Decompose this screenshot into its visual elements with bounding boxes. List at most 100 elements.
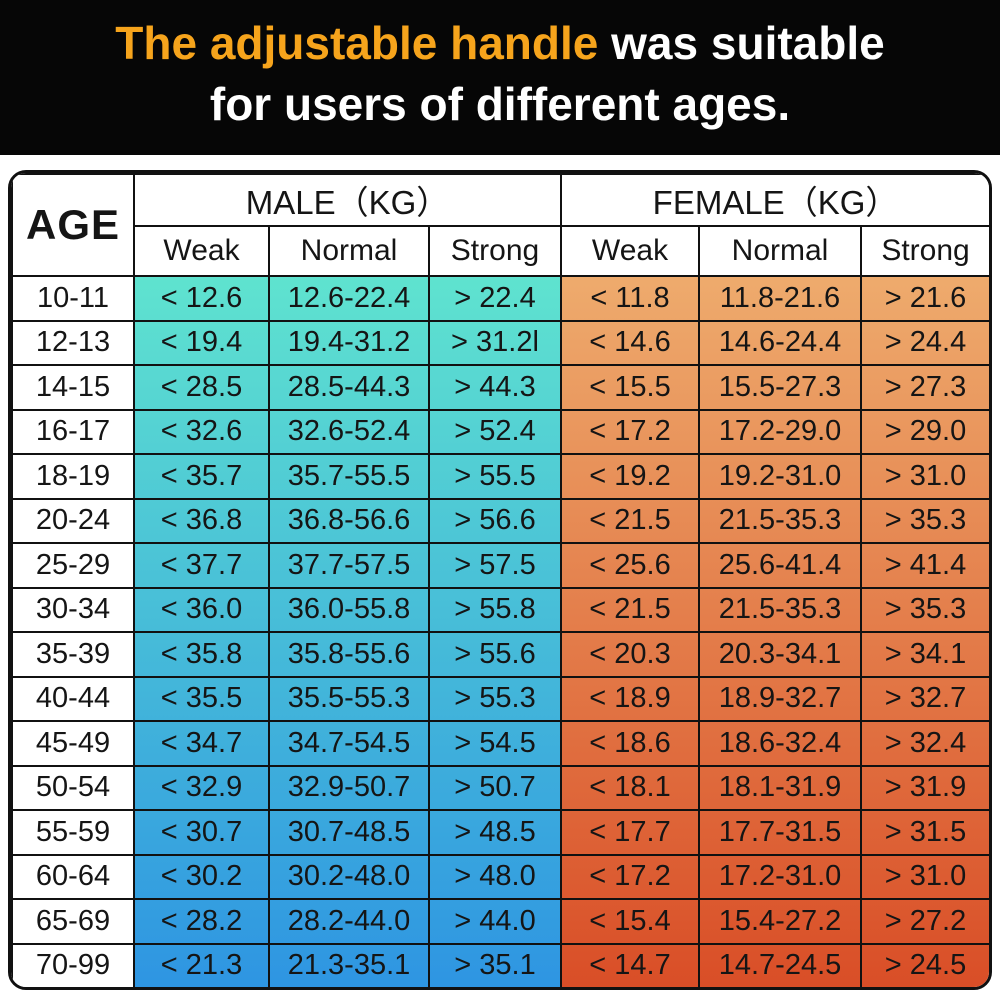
title-line2: for users of different ages.	[209, 78, 791, 130]
table-row: 50-54 < 32.9 32.9-50.7 > 50.7 < 18.1 18.…	[11, 764, 989, 811]
male-weak-cell: < 21.3	[133, 942, 270, 987]
male-weak-cell: < 12.6	[133, 275, 270, 322]
female-strong-header: Strong	[859, 225, 989, 277]
female-weak-cell: < 18.1	[560, 764, 700, 811]
male-normal-cell: 28.5-44.3	[268, 364, 430, 411]
age-cell: 45-49	[11, 720, 135, 767]
male-strong-cell: > 52.4	[428, 408, 562, 455]
table-row: 10-11 < 12.6 12.6-22.4 > 22.4 < 11.8 11.…	[11, 275, 989, 322]
female-normal-cell: 14.7-24.5	[698, 942, 862, 987]
male-weak-cell: < 32.9	[133, 764, 270, 811]
female-strong-cell: > 27.2	[859, 898, 989, 945]
male-strong-cell: > 55.8	[428, 586, 562, 633]
age-cell: 14-15	[11, 364, 135, 411]
female-strong-cell: > 32.4	[859, 720, 989, 767]
male-weak-cell: < 28.2	[133, 898, 270, 945]
female-normal-cell: 19.2-31.0	[698, 453, 862, 500]
female-weak-cell: < 17.2	[560, 853, 700, 900]
male-weak-cell: < 34.7	[133, 720, 270, 767]
age-cell: 40-44	[11, 675, 135, 722]
table-row: 45-49 < 34.7 34.7-54.5 > 54.5 < 18.6 18.…	[11, 720, 989, 767]
male-normal-cell: 37.7-57.5	[268, 542, 430, 589]
male-weak-cell: < 35.5	[133, 675, 270, 722]
age-cell: 70-99	[11, 942, 135, 987]
female-normal-cell: 18.9-32.7	[698, 675, 862, 722]
female-normal-cell: 20.3-34.1	[698, 631, 862, 678]
male-normal-cell: 30.2-48.0	[268, 853, 430, 900]
male-normal-cell: 36.8-56.6	[268, 497, 430, 544]
age-cell: 16-17	[11, 408, 135, 455]
male-strong-cell: > 44.0	[428, 898, 562, 945]
male-strong-cell: > 50.7	[428, 764, 562, 811]
female-normal-cell: 17.2-29.0	[698, 408, 862, 455]
male-strong-cell: > 22.4	[428, 275, 562, 322]
female-normal-cell: 15.5-27.3	[698, 364, 862, 411]
male-strong-cell: > 55.5	[428, 453, 562, 500]
female-normal-cell: 18.6-32.4	[698, 720, 862, 767]
male-normal-header: Normal	[268, 225, 430, 277]
table-row: 14-15 < 28.5 28.5-44.3 > 44.3 < 15.5 15.…	[11, 364, 989, 411]
male-weak-cell: < 35.8	[133, 631, 270, 678]
female-group-header: FEMALE（KG）	[559, 173, 989, 227]
male-strong-cell: > 55.3	[428, 675, 562, 722]
age-column-header: AGE	[11, 173, 135, 277]
female-weak-cell: < 21.5	[560, 586, 700, 633]
female-weak-cell: < 14.6	[560, 319, 700, 366]
table-row: 65-69 < 28.2 28.2-44.0 > 44.0 < 15.4 15.…	[11, 898, 989, 945]
title-highlight: The adjustable handle	[115, 17, 599, 69]
table-row: 18-19 < 35.7 35.7-55.5 > 55.5 < 19.2 19.…	[11, 453, 989, 500]
table-row: 55-59 < 30.7 30.7-48.5 > 48.5 < 17.7 17.…	[11, 809, 989, 856]
age-cell: 55-59	[11, 809, 135, 856]
male-weak-cell: < 36.0	[133, 586, 270, 633]
female-weak-cell: < 18.6	[560, 720, 700, 767]
male-weak-header: Weak	[133, 225, 270, 277]
male-normal-cell: 30.7-48.5	[268, 809, 430, 856]
age-cell: 20-24	[11, 497, 135, 544]
age-cell: 60-64	[11, 853, 135, 900]
male-weak-cell: < 28.5	[133, 364, 270, 411]
male-strong-cell: > 48.0	[428, 853, 562, 900]
strength-table-panel: AGE MALE（KG） FEMALE（KG） Weak Normal Stro…	[8, 170, 992, 990]
male-strong-cell: > 54.5	[428, 720, 562, 767]
table-body: 10-11 < 12.6 12.6-22.4 > 22.4 < 11.8 11.…	[11, 275, 989, 987]
age-cell: 18-19	[11, 453, 135, 500]
male-group-header: MALE（KG）	[133, 173, 562, 227]
female-normal-cell: 14.6-24.4	[698, 319, 862, 366]
female-strong-cell: > 27.3	[859, 364, 989, 411]
table-row: 40-44 < 35.5 35.5-55.3 > 55.3 < 18.9 18.…	[11, 675, 989, 722]
male-strong-cell: > 55.6	[428, 631, 562, 678]
male-normal-cell: 19.4-31.2	[268, 319, 430, 366]
male-normal-cell: 35.7-55.5	[268, 453, 430, 500]
female-strong-cell: > 35.3	[859, 497, 989, 544]
title-banner: The adjustable handle was suitable for u…	[0, 0, 1000, 155]
male-strong-header: Strong	[428, 225, 562, 277]
female-normal-cell: 11.8-21.6	[698, 275, 862, 322]
male-weak-cell: < 36.8	[133, 497, 270, 544]
age-cell: 12-13	[11, 319, 135, 366]
female-strong-cell: > 35.3	[859, 586, 989, 633]
male-normal-cell: 32.6-52.4	[268, 408, 430, 455]
female-weak-cell: < 14.7	[560, 942, 700, 987]
female-normal-cell: 17.2-31.0	[698, 853, 862, 900]
female-strong-cell: > 41.4	[859, 542, 989, 589]
female-strong-cell: > 32.7	[859, 675, 989, 722]
male-weak-cell: < 30.2	[133, 853, 270, 900]
female-strong-cell: > 31.0	[859, 453, 989, 500]
male-normal-cell: 34.7-54.5	[268, 720, 430, 767]
age-cell: 25-29	[11, 542, 135, 589]
table-row: 35-39 < 35.8 35.8-55.6 > 55.6 < 20.3 20.…	[11, 631, 989, 678]
female-weak-header: Weak	[560, 225, 700, 277]
age-cell: 30-34	[11, 586, 135, 633]
female-strong-cell: > 34.1	[859, 631, 989, 678]
male-strong-cell: > 48.5	[428, 809, 562, 856]
grip-strength-table: AGE MALE（KG） FEMALE（KG） Weak Normal Stro…	[11, 173, 989, 987]
female-weak-cell: < 25.6	[560, 542, 700, 589]
female-strong-cell: > 31.9	[859, 764, 989, 811]
female-normal-cell: 21.5-35.3	[698, 586, 862, 633]
female-weak-cell: < 17.2	[560, 408, 700, 455]
female-weak-cell: < 18.9	[560, 675, 700, 722]
male-weak-cell: < 19.4	[133, 319, 270, 366]
title-rest: was suitable	[598, 17, 885, 69]
female-normal-cell: 15.4-27.2	[698, 898, 862, 945]
female-strong-cell: > 21.6	[859, 275, 989, 322]
